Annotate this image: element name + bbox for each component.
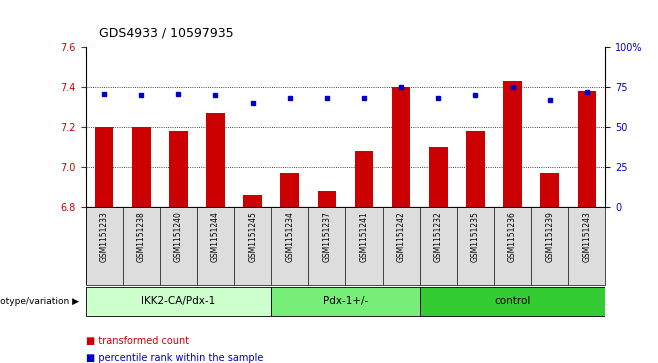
Text: GSM1151232: GSM1151232 xyxy=(434,211,443,262)
Text: GSM1151240: GSM1151240 xyxy=(174,211,183,262)
Text: GSM1151234: GSM1151234 xyxy=(286,211,294,262)
Bar xyxy=(95,127,113,207)
Bar xyxy=(86,287,271,316)
Bar xyxy=(86,207,605,285)
Text: GDS4933 / 10597935: GDS4933 / 10597935 xyxy=(99,27,234,40)
Text: Pdx-1+/-: Pdx-1+/- xyxy=(323,296,368,306)
Text: control: control xyxy=(494,296,531,306)
Text: GSM1151244: GSM1151244 xyxy=(211,211,220,262)
Bar xyxy=(271,287,420,316)
Bar xyxy=(466,131,485,207)
Bar xyxy=(420,287,605,316)
Text: ■ transformed count: ■ transformed count xyxy=(86,336,189,346)
Bar xyxy=(132,127,151,207)
Text: GSM1151242: GSM1151242 xyxy=(397,211,405,262)
Bar xyxy=(243,195,262,207)
Text: GSM1151236: GSM1151236 xyxy=(508,211,517,262)
Text: GSM1151239: GSM1151239 xyxy=(545,211,554,262)
Text: GSM1151237: GSM1151237 xyxy=(322,211,332,262)
Bar xyxy=(578,91,596,207)
Text: GSM1151233: GSM1151233 xyxy=(99,211,109,262)
Text: GSM1151235: GSM1151235 xyxy=(471,211,480,262)
Bar xyxy=(503,81,522,207)
Text: IKK2-CA/Pdx-1: IKK2-CA/Pdx-1 xyxy=(141,296,215,306)
Text: GSM1151245: GSM1151245 xyxy=(248,211,257,262)
Bar xyxy=(206,113,225,207)
Bar xyxy=(169,131,188,207)
Text: GSM1151243: GSM1151243 xyxy=(582,211,592,262)
Text: GSM1151241: GSM1151241 xyxy=(359,211,368,262)
Bar xyxy=(429,147,447,207)
Text: GSM1151238: GSM1151238 xyxy=(137,211,145,262)
Bar xyxy=(280,173,299,207)
Bar xyxy=(392,87,411,207)
Bar xyxy=(540,173,559,207)
Text: genotype/variation ▶: genotype/variation ▶ xyxy=(0,297,79,306)
Bar xyxy=(318,191,336,207)
Bar xyxy=(355,151,373,207)
Text: ■ percentile rank within the sample: ■ percentile rank within the sample xyxy=(86,352,263,363)
